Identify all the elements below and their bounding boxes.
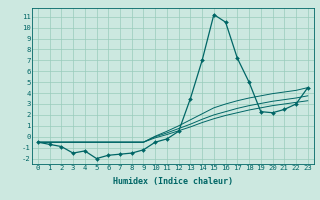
X-axis label: Humidex (Indice chaleur): Humidex (Indice chaleur): [113, 177, 233, 186]
